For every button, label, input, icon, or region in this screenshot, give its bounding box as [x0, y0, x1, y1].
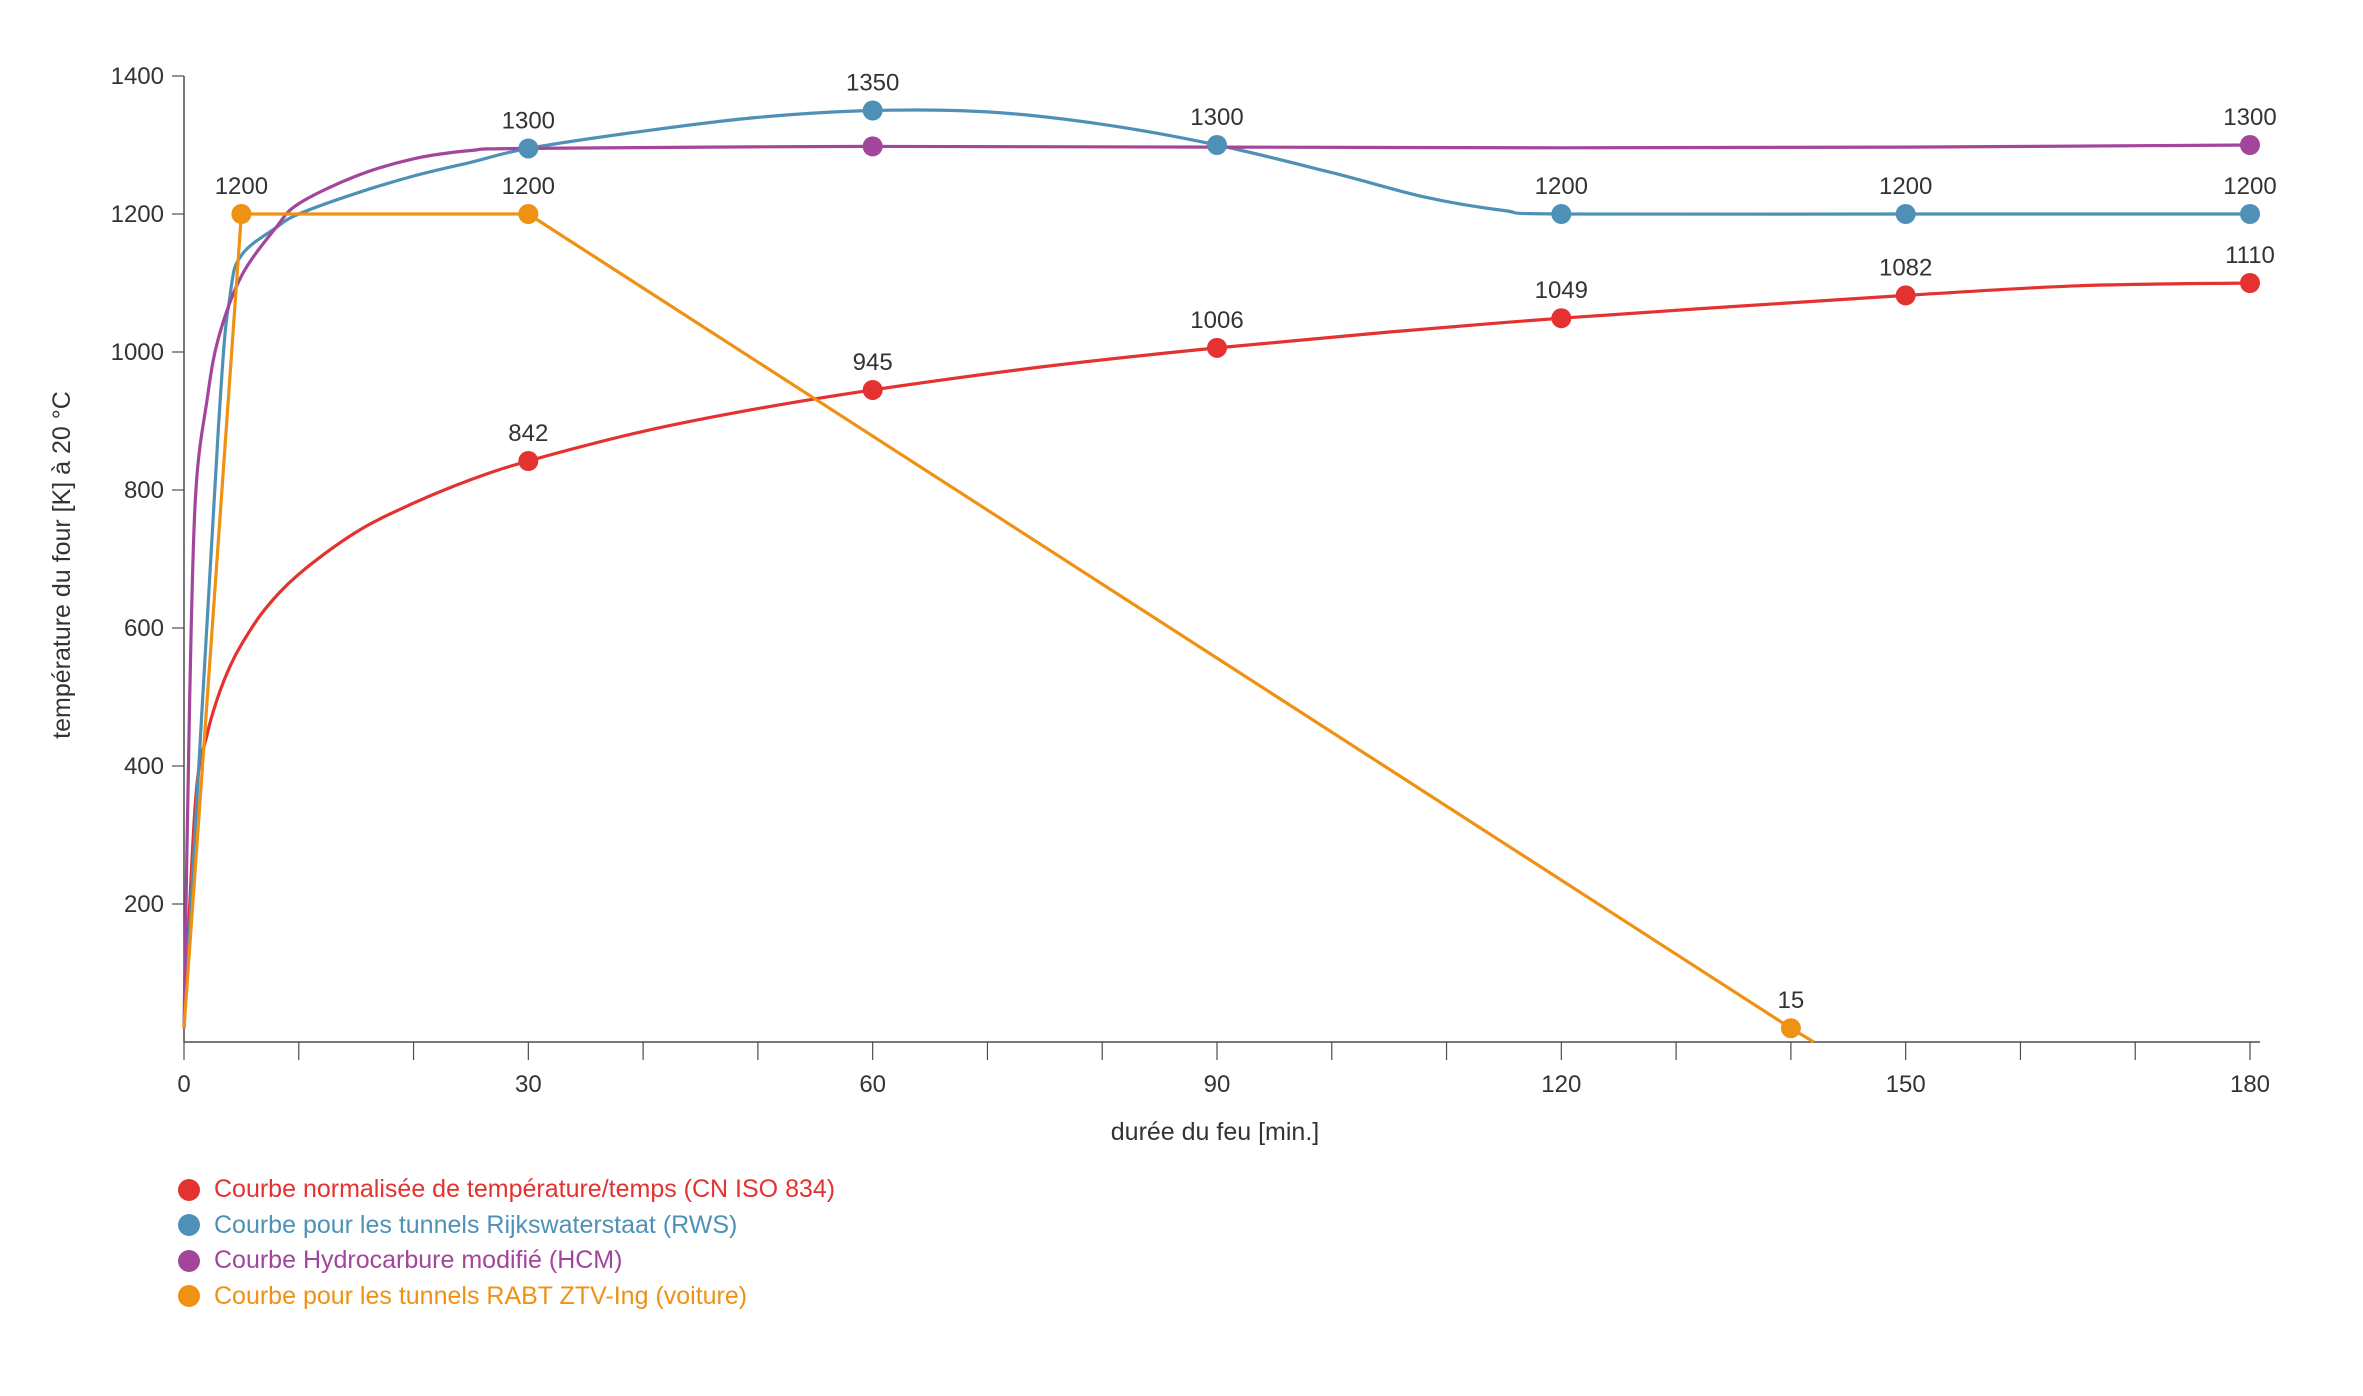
data-point [1895, 285, 1916, 306]
data-point [1207, 337, 1227, 358]
data-point [862, 379, 883, 400]
data-label: 1200 [1535, 173, 1588, 200]
x-tick-label: 60 [859, 1071, 886, 1098]
y-tick-label: 600 [124, 615, 164, 642]
data-point [2240, 204, 2260, 224]
data-label: 842 [508, 420, 548, 447]
series-line-1 [182, 108, 2250, 1029]
series-line-3 [182, 212, 1815, 1044]
data-point [862, 136, 883, 157]
legend-marker [178, 1214, 200, 1237]
legend-item: Courbe normalisée de température/temps (… [178, 1172, 835, 1208]
legend-label: Courbe normalisée de température/temps (… [214, 1175, 836, 1204]
legend-item: Courbe pour les tunnels RABT ZTV-Ing (vo… [178, 1279, 835, 1315]
legend-item: Courbe Hydrocarbure modifié (HCM) [178, 1243, 835, 1279]
data-labels: 842 945 1006 1049 1082 1110 1300 1350 1300 1200 12… [215, 70, 2277, 1015]
data-label: 1300 [502, 107, 555, 134]
axes: 0 30 60 90 120 150 180 200 400 600 800 1000 1200 1400 [111, 63, 2270, 1098]
x-axis-title: durée du feu [min.] [1111, 1118, 1319, 1146]
legend-label: Courbe Hydrocarbure modifié (HCM) [214, 1246, 623, 1275]
y-tick-label: 1200 [111, 201, 164, 228]
series-points [231, 100, 2260, 1039]
y-tick-label: 1000 [111, 339, 164, 366]
y-axis-title: température du four [K] à 20 °C [48, 391, 76, 739]
data-point [518, 138, 539, 159]
data-label: 1049 [1535, 277, 1588, 304]
y-tick-label: 800 [124, 477, 164, 504]
x-tick-label: 30 [515, 1071, 542, 1098]
data-label: 1300 [1190, 104, 1243, 131]
data-label: 15 [1778, 987, 1805, 1014]
data-label: 1082 [1879, 254, 1932, 281]
legend-marker [178, 1249, 200, 1272]
series-line-2 [182, 143, 2251, 1029]
series-lines [182, 108, 2251, 1044]
legend-item: Courbe pour les tunnels Rijkswaterstaat … [178, 1208, 835, 1244]
x-tick-label: 90 [1204, 1071, 1231, 1098]
data-point [231, 204, 252, 224]
data-point [1207, 135, 1227, 155]
legend-marker [178, 1178, 200, 1201]
legend-marker [178, 1285, 200, 1308]
y-tick-label: 1400 [111, 63, 164, 90]
x-tick-label: 180 [2230, 1071, 2270, 1098]
data-label: 1110 [2225, 242, 2275, 269]
data-label: 1200 [2223, 173, 2276, 200]
x-tick-label: 120 [1541, 1071, 1581, 1098]
data-label: 1350 [846, 70, 899, 97]
x-tick-label: 150 [1886, 1071, 1926, 1098]
legend-label: Courbe pour les tunnels Rijkswaterstaat … [214, 1210, 738, 1239]
data-point [1551, 308, 1572, 329]
data-label: 945 [853, 349, 893, 376]
data-point [1551, 204, 1572, 224]
data-label: 1300 [2223, 104, 2276, 131]
x-tick-label: 0 [177, 1071, 190, 1098]
data-label: 1200 [215, 173, 268, 200]
data-point [1780, 1018, 1801, 1039]
legend: Courbe normalisée de température/temps (… [178, 1172, 835, 1314]
data-point [2240, 273, 2260, 293]
y-tick-label: 400 [124, 753, 164, 780]
data-point [1895, 204, 1916, 224]
data-label: 1200 [1879, 173, 1932, 200]
data-label: 1006 [1190, 307, 1243, 334]
y-tick-label: 200 [124, 891, 164, 918]
legend-label: Courbe pour les tunnels RABT ZTV-Ing (vo… [214, 1281, 748, 1310]
data-point [518, 204, 539, 224]
data-point [518, 451, 539, 472]
data-label: 1200 [502, 173, 555, 200]
series-line-0 [182, 281, 2251, 1029]
data-point [862, 100, 883, 121]
data-point [2240, 135, 2260, 155]
